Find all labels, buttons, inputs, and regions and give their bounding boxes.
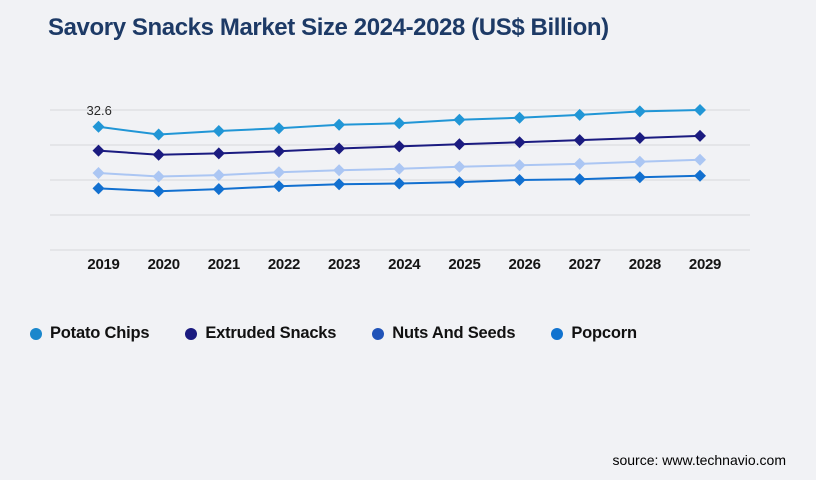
series-marker-popcorn: [393, 177, 406, 190]
series-marker-nuts-and-seeds: [272, 166, 285, 179]
series-marker-extruded-snacks: [453, 138, 466, 151]
series-marker-potato-chips: [453, 113, 466, 126]
chart-legend: Potato Chips Extruded Snacks Nuts And Seed…: [30, 324, 637, 343]
series-marker-popcorn: [333, 178, 346, 191]
series-marker-potato-chips: [212, 125, 225, 137]
legend-label: Potato Chips: [50, 324, 150, 342]
series-marker-popcorn: [212, 183, 225, 196]
source-attribution: source: www.technavio.com: [612, 452, 786, 468]
x-axis-label: 2024: [388, 256, 421, 273]
legend-dot-icon: [185, 327, 198, 340]
series-marker-nuts-and-seeds: [92, 167, 105, 179]
series-marker-extruded-snacks: [152, 148, 165, 161]
legend-dot-icon: [30, 327, 42, 340]
legend-item-popcorn: Popcorn: [551, 324, 637, 343]
series-marker-extruded-snacks: [333, 142, 346, 155]
series-marker-extruded-snacks: [694, 129, 706, 142]
series-marker-nuts-and-seeds: [694, 153, 706, 166]
legend-label: Popcorn: [571, 324, 637, 342]
x-axis-label: 2022: [268, 256, 300, 273]
series-marker-nuts-and-seeds: [212, 169, 225, 182]
x-axis-label: 2019: [87, 256, 119, 273]
x-axis-label: 2025: [448, 256, 480, 273]
x-axis-label: 2020: [148, 256, 180, 273]
series-marker-extruded-snacks: [272, 145, 285, 158]
series-marker-popcorn: [573, 173, 586, 186]
series-marker-extruded-snacks: [573, 134, 586, 147]
series-marker-nuts-and-seeds: [393, 162, 406, 175]
series-marker-popcorn: [152, 185, 165, 198]
x-axis-label: 2028: [629, 256, 661, 273]
series-marker-popcorn: [92, 182, 105, 195]
series-marker-potato-chips: [573, 108, 586, 121]
data-label: 32.6: [87, 103, 112, 118]
legend-dot-icon: [372, 327, 385, 340]
series-marker-extruded-snacks: [513, 136, 526, 149]
series-marker-potato-chips: [333, 118, 346, 131]
legend-label: Nuts And Seeds: [392, 324, 516, 342]
series-marker-potato-chips: [694, 104, 706, 116]
series-marker-nuts-and-seeds: [453, 160, 466, 173]
legend-item-potato-chips: Potato Chips: [30, 324, 150, 343]
market-size-line-chart: 2019 2020 2021 2022 2023 2024 2025 2026 2027 2028…: [50, 103, 750, 273]
series-marker-potato-chips: [513, 111, 526, 124]
x-axis-label: 2029: [689, 256, 721, 273]
series-marker-potato-chips: [393, 117, 406, 130]
series-marker-popcorn: [272, 180, 285, 193]
series-marker-nuts-and-seeds: [333, 164, 346, 177]
series-marker-extruded-snacks: [633, 132, 646, 144]
legend-item-extruded-snacks: Extruded Snacks: [185, 324, 336, 343]
x-axis-label: 2023: [328, 256, 360, 273]
legend-item-nuts-and-seeds: Nuts And Seeds: [372, 324, 516, 343]
series-marker-extruded-snacks: [212, 147, 225, 160]
series-marker-popcorn: [633, 171, 646, 184]
series-marker-popcorn: [513, 174, 526, 186]
series-marker-nuts-and-seeds: [152, 170, 165, 183]
legend-dot-icon: [551, 327, 564, 340]
series-marker-extruded-snacks: [393, 140, 406, 153]
series-marker-nuts-and-seeds: [573, 157, 586, 170]
x-axis-label: 2021: [208, 256, 240, 273]
legend-label: Extruded Snacks: [205, 324, 337, 342]
series-marker-potato-chips: [152, 128, 165, 141]
series-marker-nuts-and-seeds: [513, 159, 526, 172]
series-marker-popcorn: [453, 176, 466, 189]
series-marker-nuts-and-seeds: [633, 155, 646, 168]
series-marker-extruded-snacks: [92, 144, 105, 157]
series-marker-potato-chips: [272, 122, 285, 135]
series-marker-potato-chips: [92, 120, 105, 133]
series-marker-popcorn: [694, 169, 706, 182]
series-marker-potato-chips: [633, 105, 646, 118]
x-axis-label: 2027: [569, 256, 601, 273]
page-title: Savory Snacks Market Size 2024-2028 (US$…: [48, 14, 609, 41]
x-axis-label: 2026: [508, 256, 540, 273]
